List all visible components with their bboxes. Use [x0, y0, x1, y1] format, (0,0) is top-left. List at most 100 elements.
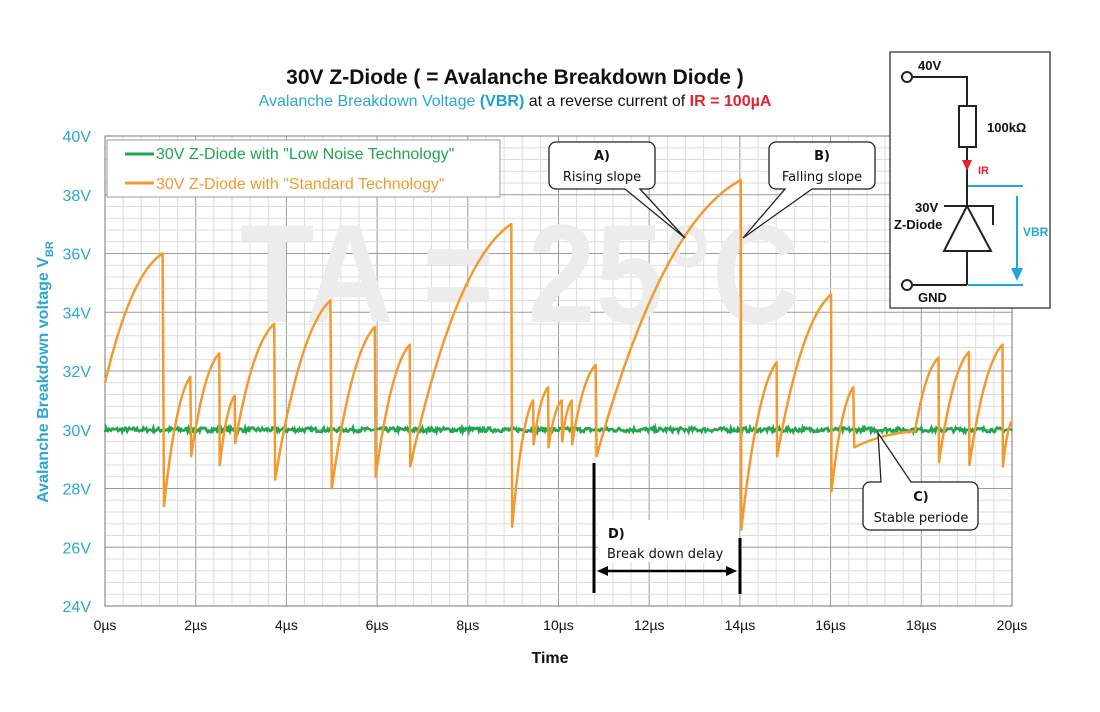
data-point-standard [571, 443, 573, 446]
data-point-standard [330, 487, 333, 490]
callout-c-text: Stable periode [874, 511, 969, 526]
callout-a-label: A) [594, 149, 610, 164]
callout-b-label: B) [814, 149, 830, 164]
annotation-d-label: D) [608, 527, 625, 542]
y-tick-label: 24V [63, 599, 92, 616]
y-tick-label: 28V [63, 482, 92, 499]
y-tick-label: 30V [63, 423, 92, 440]
data-point-standard [594, 364, 597, 366]
data-point-standard [190, 455, 192, 457]
data-point-standard [233, 395, 236, 397]
ground-terminal-icon [901, 279, 913, 291]
data-point-standard [968, 464, 971, 466]
data-point-standard [830, 293, 832, 296]
series-group [103, 178, 1014, 531]
data-point-standard [408, 343, 411, 346]
data-point-standard [830, 490, 833, 493]
callout-b-box [742, 141, 876, 239]
subtitle-ir: IR = 100µA [690, 93, 772, 110]
vbr-arrow-head-icon [1011, 268, 1023, 281]
resistor-icon [958, 105, 977, 148]
inset-supply-label: 40V [918, 58, 941, 73]
data-point-standard [273, 323, 275, 325]
grid [104, 135, 1013, 607]
data-point-standard [374, 475, 377, 478]
data-point-standard [532, 443, 535, 446]
x-tick-label: 14µs [725, 617, 756, 633]
y-tick-label: 40V [63, 129, 92, 146]
subtitle-part3: at a reverse current of [524, 93, 689, 110]
data-point-standard [189, 376, 192, 378]
y-axis-label-sub: BR [44, 241, 56, 257]
x-tick-label: 20µs [997, 617, 1028, 633]
annotation-d: D) Break down delay [592, 463, 742, 594]
y-tick-label: 36V [63, 247, 92, 264]
data-point-standard [937, 356, 940, 359]
annotation-d-bg [598, 520, 738, 562]
legend-label-low-noise: 30V Z-Diode with "Low Noise Technology" [156, 146, 454, 163]
callout-c: C) Stable periode [862, 430, 979, 531]
data-point-standard [511, 525, 514, 528]
x-axis-label: Time [531, 650, 568, 667]
data-point-standard [914, 430, 916, 433]
data-point-standard [740, 179, 742, 181]
x-tick-label: 4µs [275, 617, 298, 633]
circuit-inset: 40V 100kΩ IR 30V Z-Diode GND VBR [889, 51, 1051, 309]
chart-title: 30V Z-Diode ( = Avalanche Breakdown Diod… [286, 66, 744, 89]
data-point-standard [547, 386, 549, 388]
x-tick-label: 0µs [94, 617, 117, 633]
data-point-standard [852, 386, 855, 388]
inset-diode-line2: Z-Diode [894, 217, 942, 232]
data-point-standard [329, 299, 332, 302]
data-point-standard [234, 442, 236, 444]
data-point-standard [274, 478, 276, 481]
callout-b: B) Falling slope [742, 141, 876, 239]
supply-wire [912, 76, 968, 106]
data-point-standard [1002, 465, 1004, 468]
series-line-low-noise [103, 422, 1013, 437]
data-point-standard [532, 399, 534, 402]
x-tick-label: 10µs [543, 617, 574, 633]
inset-resistor-label: 100kΩ [987, 120, 1026, 135]
y-tick-label: 34V [63, 305, 92, 322]
inset-voltage-label: VBR [1023, 225, 1049, 239]
legend-label-standard: 30V Z-Diode with "Standard Technology" [156, 176, 445, 193]
subtitle-part1: Avalanche Breakdown Voltage [259, 93, 480, 110]
inset-current-label: IR [978, 165, 989, 177]
legend: 30V Z-Diode with "Low Noise Technology" … [106, 139, 501, 198]
data-point-standard [968, 351, 970, 353]
data-point-standard [409, 465, 412, 468]
y-tick-label: 26V [63, 540, 92, 557]
data-point-standard [561, 440, 563, 443]
zener-diode-icon [942, 203, 994, 285]
callout-b-text: Falling slope [782, 170, 862, 185]
callout-c-box [862, 430, 979, 531]
data-point-standard [547, 446, 550, 449]
data-point-standard [510, 223, 513, 225]
data-point-standard [104, 381, 106, 384]
callout-a-box [548, 141, 686, 239]
y-axis-label-main: Avalanche Breakdown voltage V [35, 257, 52, 503]
delay-arrow-head-left [597, 566, 608, 576]
data-point-standard [161, 252, 164, 255]
data-point-standard [560, 399, 563, 402]
data-point-standard [595, 455, 598, 457]
y-tick-labels: 24V 26V 28V 30V 32V 34V 36V 38V 40V [63, 129, 92, 616]
data-point-standard [218, 464, 221, 466]
data-point-standard [853, 446, 855, 449]
supply-terminal-icon [901, 71, 913, 83]
data-point-standard [218, 352, 221, 355]
delay-arrow-head-right [726, 566, 737, 576]
inset-diode-line1: 30V [915, 200, 938, 215]
annotation-d-text: Break down delay [607, 547, 724, 562]
current-arrow-icon [962, 160, 972, 171]
y-tick-label: 32V [63, 364, 92, 381]
data-point-standard [776, 455, 778, 457]
x-tick-label: 6µs [366, 617, 389, 633]
x-tick-label: 8µs [456, 617, 479, 633]
data-point-standard [740, 528, 743, 531]
chart-subtitle: Avalanche Breakdown Voltage (VBR) at a r… [259, 93, 772, 110]
callout-a-text: Rising slope [563, 170, 641, 185]
data-point-standard [1001, 343, 1004, 346]
